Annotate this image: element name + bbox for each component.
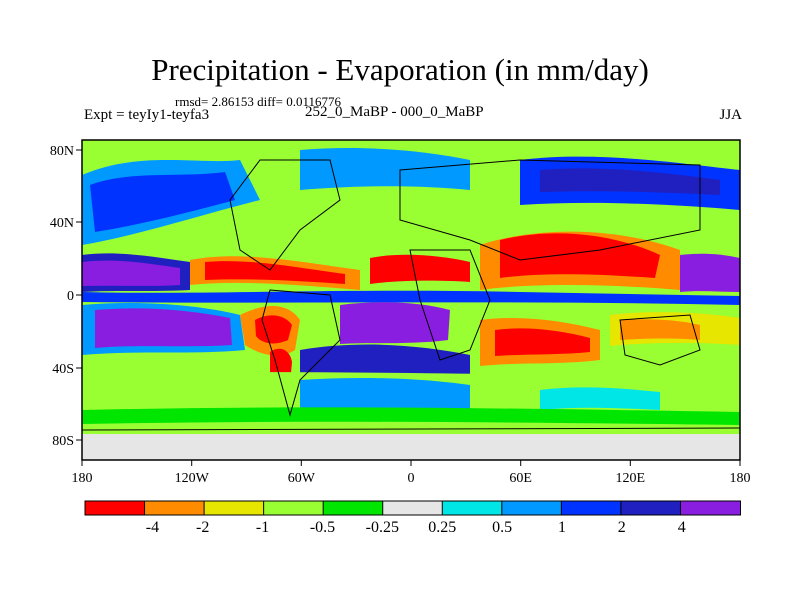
colorbar-swatch — [84, 500, 146, 516]
field-layer — [82, 140, 740, 460]
colorbar-label: -0.5 — [310, 519, 335, 536]
period-label: 252_0_MaBP - 000_0_MaBP — [305, 104, 484, 120]
colorbar-labels: -4 -2 -1 -0.5 -0.25 0.25 0.5 1 2 4 — [146, 519, 686, 536]
chart-title: Precipitation - Evaporation (in mm/day) — [151, 52, 649, 87]
colorbar-label: -1 — [256, 519, 269, 536]
colorbar-label: 4 — [678, 519, 686, 536]
colorbar-label: -4 — [146, 519, 159, 536]
experiment-label: Expt = teyIy1-teyfa3 — [84, 107, 210, 123]
x-axis: 180 120W 60W 0 60E 120E 180 — [72, 460, 751, 486]
y-tick-label: 0 — [67, 289, 74, 304]
colorbar-swatch — [501, 500, 563, 516]
colorbar-swatch — [322, 500, 384, 516]
colorbar-swatch — [263, 500, 325, 516]
colorbar-label: -2 — [196, 519, 209, 536]
colorbar-swatch — [203, 500, 265, 516]
colorbar — [84, 500, 742, 516]
x-tick-label: 0 — [408, 471, 415, 486]
x-tick-label: 60W — [288, 471, 316, 486]
x-tick-label: 120W — [175, 471, 210, 486]
x-tick-label: 180 — [72, 471, 93, 486]
colorbar-label: 0.5 — [492, 519, 512, 536]
colorbar-label: 2 — [618, 519, 626, 536]
y-tick-label: 40S — [52, 362, 74, 377]
colorbar-swatch — [679, 500, 742, 516]
colorbar-swatch — [620, 500, 682, 516]
y-axis: 80N 40N 0 40S 80S — [50, 144, 82, 449]
colorbar-swatch — [382, 500, 444, 516]
x-tick-label: 180 — [730, 471, 751, 486]
stats-line: rmsd= 2.86153 diff= 0.0116776 — [175, 94, 341, 109]
season-label: JJA — [719, 107, 742, 123]
colorbar-label: -0.25 — [366, 519, 399, 536]
x-tick-label: 60E — [509, 471, 532, 486]
colorbar-swatch — [441, 500, 503, 516]
x-tick-label: 120E — [616, 471, 646, 486]
colorbar-label: 0.25 — [428, 519, 456, 536]
y-tick-label: 80S — [52, 434, 74, 449]
colorbar-swatch — [560, 500, 622, 516]
y-tick-label: 40N — [50, 216, 74, 231]
colorbar-swatch — [144, 500, 206, 516]
colorbar-label: 1 — [558, 519, 566, 536]
y-tick-label: 80N — [50, 144, 74, 159]
